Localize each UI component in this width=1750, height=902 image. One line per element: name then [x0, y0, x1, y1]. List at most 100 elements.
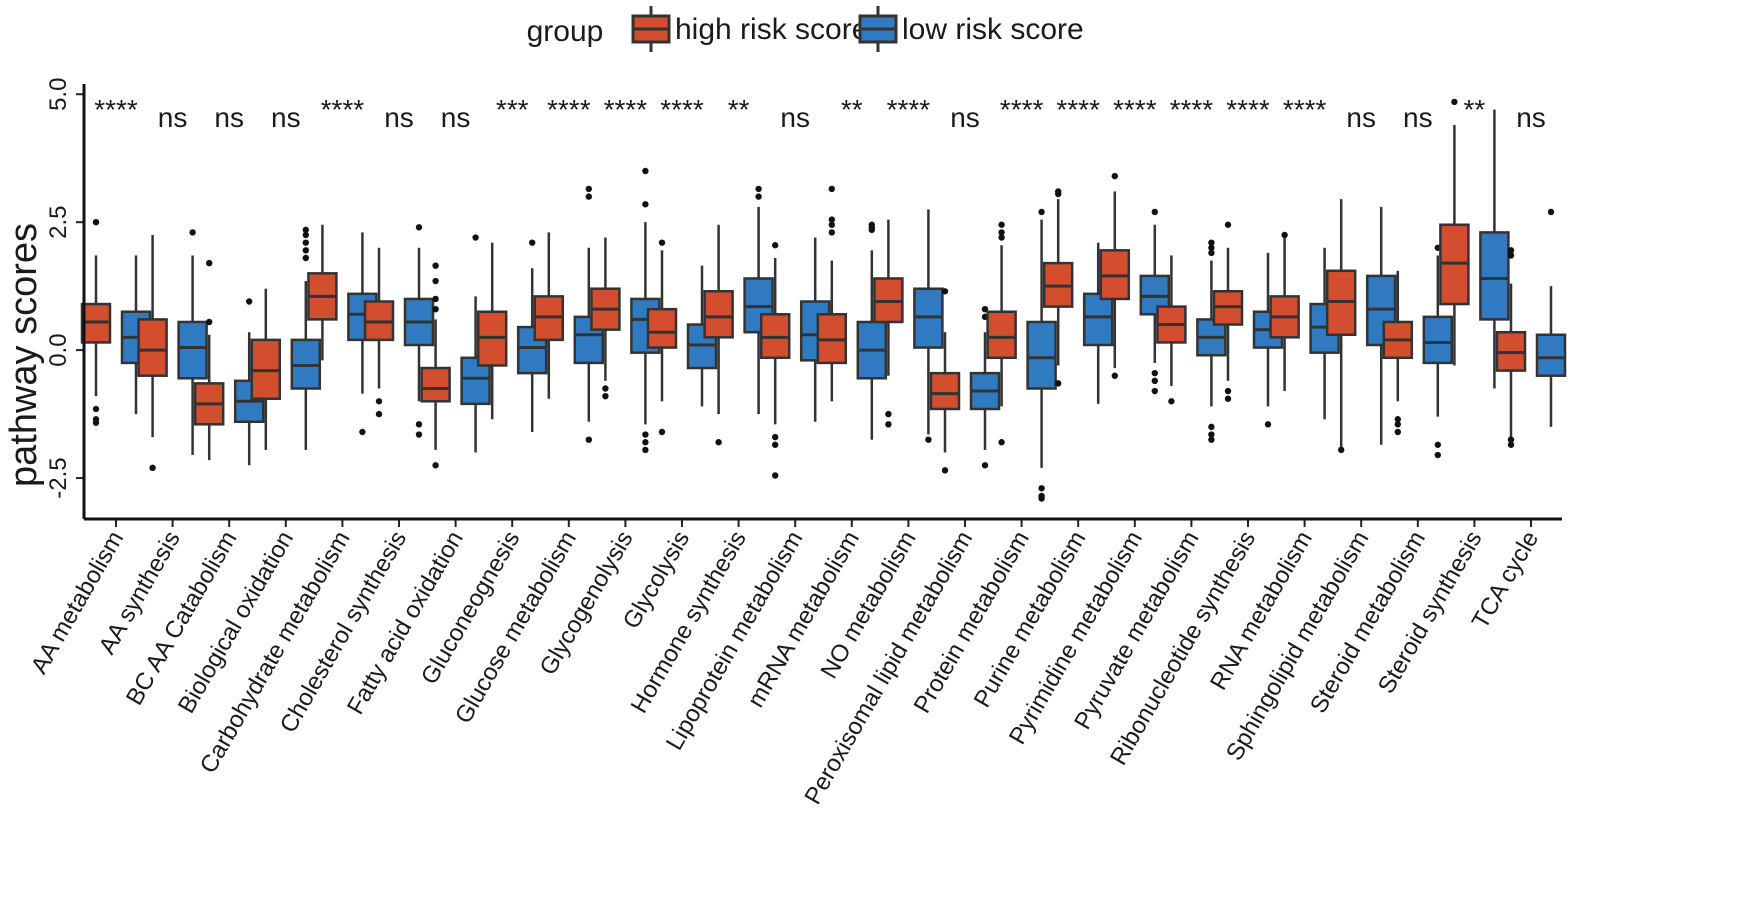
significance-label: ns [441, 102, 471, 133]
outlier-point-high-risk [1055, 190, 1062, 198]
significance-label: ** [1464, 94, 1486, 125]
significance-label: **** [604, 94, 648, 125]
outlier-point-high-risk [772, 441, 779, 448]
outlier-point-low-risk [642, 431, 649, 438]
outlier-point-high-risk [149, 464, 156, 472]
outlier-point-high-risk [432, 305, 439, 313]
outlier-point-high-risk [998, 234, 1005, 241]
significance-label: ns [780, 102, 810, 133]
outlier-point-low-risk [415, 421, 423, 428]
significance-label: **** [887, 94, 931, 125]
y-tick-label: 0.0 [45, 333, 72, 366]
significance-label: **** [1000, 94, 1044, 125]
outlier-point-low-risk [1151, 369, 1159, 377]
outlier-point-low-risk [1434, 451, 1442, 459]
outlier-point-high-risk [828, 221, 835, 228]
box-low-risk [1422, 315, 1454, 365]
outlier-point-high-risk [1507, 436, 1515, 443]
outlier-point-high-risk [432, 277, 439, 285]
outlier-point-low-risk [302, 226, 309, 234]
legend: group high risk score low risk score [527, 6, 1084, 52]
significance-label: ns [158, 102, 188, 133]
outlier-point-high-risk [1507, 441, 1515, 448]
outlier-point-low-risk [415, 224, 423, 231]
outlier-point-high-risk [1394, 421, 1402, 428]
outlier-point-low-risk [925, 436, 932, 443]
legend-label-high-risk: high risk score [675, 13, 868, 46]
significance-label: **** [1226, 94, 1270, 125]
outlier-point-low-risk [1208, 249, 1215, 257]
outlier-point-low-risk [1208, 244, 1215, 251]
box-high-risk [137, 318, 168, 377]
significance-label: ** [841, 94, 863, 125]
outlier-point-high-risk [998, 229, 1005, 236]
box-low-risk [1082, 292, 1114, 347]
outlier-point-high-risk [1338, 446, 1345, 454]
outlier-point-high-risk [1224, 387, 1232, 395]
x-tick-label: RNA metabolism [1205, 527, 1318, 695]
box-high-risk [986, 310, 1017, 360]
outlier-point-low-risk [585, 185, 592, 193]
outlier-point-high-risk [885, 410, 892, 418]
outlier-point-high-risk [941, 467, 949, 474]
outlier-point-high-risk [206, 259, 213, 267]
y-tick-label: -2.5 [45, 457, 72, 498]
y-axis-label: pathway scores [3, 223, 45, 487]
outlier-point-high-risk [1281, 231, 1288, 239]
outlier-point-high-risk [828, 216, 835, 223]
outlier-point-high-risk [998, 439, 1005, 446]
significance-label: ns [384, 102, 414, 133]
outlier-point-low-risk [246, 298, 253, 305]
outlier-point-low-risk [302, 247, 309, 254]
box-low-risk [1026, 320, 1057, 390]
outlier-point-high-risk [1224, 221, 1232, 228]
significance-label: **** [94, 94, 138, 125]
legend-title: group [527, 15, 604, 48]
outlier-point-low-risk [1208, 431, 1215, 438]
outlier-point-low-risk [1038, 208, 1045, 216]
outlier-point-low-risk [302, 254, 309, 262]
significance-label: ns [271, 102, 301, 133]
y-tick-label: 2.5 [45, 205, 72, 238]
legend-label-low-risk: low risk score [902, 13, 1084, 46]
outlier-point-low-risk [642, 167, 649, 175]
outlier-point-high-risk [1394, 416, 1402, 423]
significance-label: **** [321, 94, 365, 125]
significance-label: ns [950, 102, 980, 133]
outlier-point-low-risk [302, 239, 309, 246]
outlier-point-high-risk [432, 262, 439, 269]
outlier-point-high-risk [658, 428, 666, 436]
outlier-point-high-risk [828, 185, 835, 193]
significance-label: **** [1113, 94, 1157, 125]
significance-label: **** [660, 94, 704, 125]
outlier-point-high-risk [941, 288, 949, 295]
outlier-point-low-risk [472, 234, 479, 241]
outlier-point-low-risk [642, 446, 649, 454]
outlier-point-low-risk [1038, 485, 1045, 492]
outlier-point-low-risk [642, 439, 649, 446]
outlier-point-low-risk [1151, 387, 1159, 395]
box-low-risk [1479, 231, 1510, 321]
outlier-point-high-risk [1111, 372, 1119, 379]
outlier-point-high-risk [1507, 247, 1515, 254]
outlier-point-high-risk [432, 295, 439, 303]
outlier-point-high-risk [1055, 380, 1062, 387]
box-high-risk [929, 371, 961, 411]
box-high-risk [646, 307, 678, 349]
outlier-point-high-risk [772, 433, 779, 441]
outlier-point-high-risk [998, 221, 1005, 228]
outlier-point-high-risk [1111, 172, 1119, 180]
outlier-point-high-risk [1168, 398, 1175, 405]
outlier-point-high-risk [92, 405, 100, 413]
box-high-risk [420, 366, 451, 403]
outlier-point-low-risk [1038, 495, 1045, 502]
outlier-point-low-risk [1208, 436, 1215, 443]
outlier-point-high-risk [375, 398, 383, 405]
outlier-point-low-risk [868, 226, 875, 234]
significance-label: ns [214, 102, 244, 133]
outlier-point-high-risk [1451, 98, 1458, 106]
outlier-point-low-risk [1208, 423, 1215, 431]
outlier-point-high-risk [602, 385, 609, 392]
